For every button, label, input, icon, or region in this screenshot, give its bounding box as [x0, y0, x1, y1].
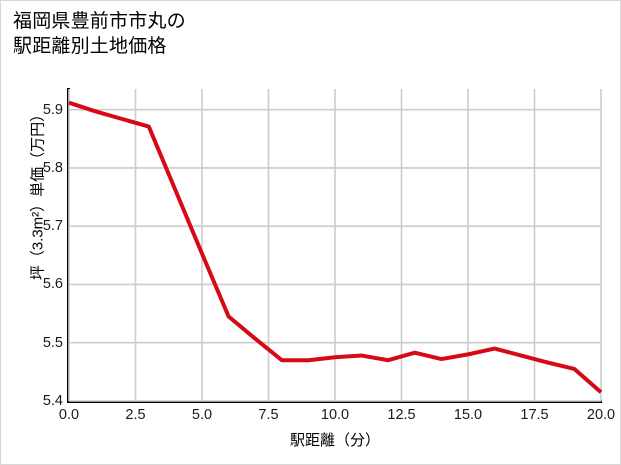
x-tick-label: 5.0: [191, 407, 213, 423]
vertical-gridlines: [68, 89, 602, 401]
y-tick-label: 5.9: [42, 101, 63, 118]
y-tick-label: 5.7: [42, 218, 63, 235]
y-axis-tick-labels: 5.4 5.5 5.6 5.7 5.8 5.9: [1, 1, 63, 464]
x-tick-label: 17.5: [520, 407, 549, 423]
x-tick-label: 12.5: [387, 407, 416, 423]
x-tick-label: 20.0: [586, 407, 616, 423]
data-line-series-1: [68, 100, 603, 394]
x-tick-label: 10.0: [320, 407, 350, 423]
plot-area: [68, 89, 603, 402]
y-tick-label: 5.4: [42, 393, 63, 409]
y-tick-label: 5.5: [42, 334, 63, 351]
chart-title: 福岡県豊前市市丸の 駅距離別土地価格: [13, 11, 186, 58]
x-tick-label: 2.5: [125, 407, 146, 423]
y-tick-label: 5.8: [42, 159, 63, 176]
chart-canvas: [68, 89, 603, 402]
x-tick-label: 7.5: [258, 407, 279, 423]
x-tick-label: 15.0: [453, 407, 483, 423]
y-axis-label: 坪（3.3m²）単価（万円）: [29, 106, 47, 281]
x-tick-label: 0.0: [58, 407, 80, 423]
y-tick-label: 5.6: [42, 276, 63, 293]
x-axis-label: 駅距離（分）: [289, 432, 380, 449]
